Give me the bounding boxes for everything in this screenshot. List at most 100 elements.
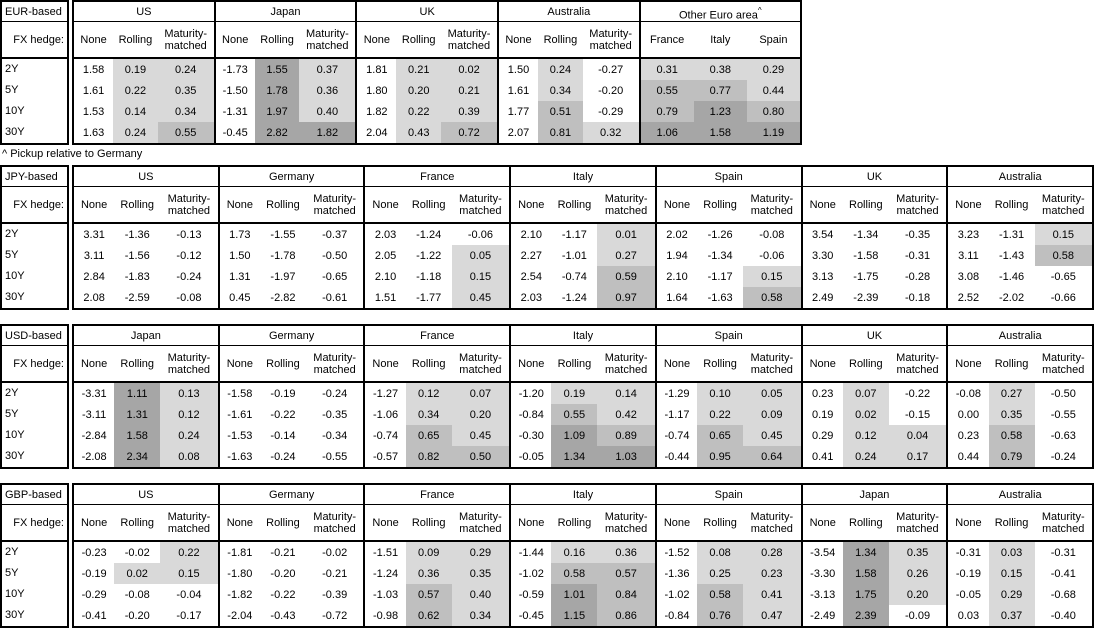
table-row: 0.23 0.07 -0.22 xyxy=(803,383,947,404)
value-cell: -0.06 xyxy=(759,249,785,262)
country-header: Spain xyxy=(656,485,801,505)
value-cell: 0.02 xyxy=(441,59,497,80)
value-cell: 0.38 xyxy=(693,59,747,80)
tenor-label: 5Y xyxy=(5,408,19,420)
value-cell: -0.45 xyxy=(518,609,544,622)
value-cell: -0.65 xyxy=(322,270,348,283)
value-cell: -1.58 xyxy=(227,387,253,400)
value-cell: -0.20 xyxy=(598,84,624,97)
column-header: None xyxy=(80,33,107,46)
value-cell: 0.15 xyxy=(1034,224,1093,245)
value-cell: -1.77 xyxy=(416,291,442,304)
table-row: -0.45 1.15 0.86 xyxy=(511,605,655,626)
column-header: Rolling xyxy=(266,516,300,529)
column-header: Rolling xyxy=(120,357,155,370)
column-header-row: None Rolling Maturity-matched xyxy=(219,505,364,542)
table-row: -2.49 2.39 -0.09 xyxy=(803,605,947,626)
value-cell: 0.09 xyxy=(743,404,801,425)
country-header: US xyxy=(74,167,218,187)
footnote: ^ Pickup relative to Germany xyxy=(2,148,143,160)
table-row: 1.80 0.20 0.21 xyxy=(357,80,497,101)
value-cell: -2.49 xyxy=(810,609,836,622)
value-cell: 1.77 xyxy=(507,105,530,118)
value-cell: 0.03 xyxy=(957,609,980,622)
value-cell: 0.24 xyxy=(160,425,218,446)
value-cell: 0.34 xyxy=(405,404,452,425)
column-header: Rolling xyxy=(849,198,883,211)
value-cell: -0.19 xyxy=(270,387,296,400)
column-header: None xyxy=(226,357,253,370)
column-header-row: None Rolling Maturity-matched xyxy=(802,346,947,383)
value-cell: 0.82 xyxy=(405,446,452,467)
value-cell: 0.05 xyxy=(743,383,801,404)
value-cell: 2.03 xyxy=(520,291,542,304)
value-cell: 0.65 xyxy=(697,425,744,446)
country-header: Italy xyxy=(511,326,655,346)
column-header-row: None Rolling Maturity-matched xyxy=(498,22,639,59)
value-cell: 2.04 xyxy=(366,126,388,139)
value-cell: -0.40 xyxy=(1050,609,1076,622)
column-header: None xyxy=(518,357,545,370)
value-cell: 0.80 xyxy=(746,101,800,122)
value-cell: -1.78 xyxy=(270,249,296,262)
value-cell: 0.57 xyxy=(405,584,452,605)
table-row: 1.73 -1.55 -0.37 xyxy=(220,224,364,245)
column-header: Maturity-matched xyxy=(1041,510,1085,535)
value-cell: 0.19 xyxy=(551,383,598,404)
value-cell: -1.61 xyxy=(227,408,253,421)
value-cell: 2.10 xyxy=(374,270,397,283)
value-cell: 0.86 xyxy=(597,605,655,626)
country-header: Germany xyxy=(219,167,364,187)
value-cell: 0.14 xyxy=(113,101,158,122)
country-header: France xyxy=(365,485,510,505)
value-cell: 0.23 xyxy=(743,563,801,584)
value-cell: -2.82 xyxy=(270,291,296,304)
value-cell: 1.58 xyxy=(82,63,105,76)
country-header: Germany xyxy=(219,485,364,505)
column-header: Rolling xyxy=(849,516,883,529)
value-cell: 3.13 xyxy=(812,270,834,283)
column-header: Spain xyxy=(759,33,788,46)
table-row: -0.74 0.65 0.45 xyxy=(365,425,510,446)
block-australia: Australia None Rolling Maturity-matched -0.3… xyxy=(946,483,1094,628)
value-cell: 0.41 xyxy=(743,584,801,605)
table-row: 0.00 0.35 -0.55 xyxy=(948,404,1092,425)
value-cell: -0.14 xyxy=(270,429,296,442)
table-row: 1.51 -1.77 0.45 xyxy=(365,287,510,308)
value-cell: 1.82 xyxy=(366,105,388,118)
country-header: France xyxy=(365,326,510,346)
value-cell: -1.36 xyxy=(124,228,150,241)
value-cell: -1.73 xyxy=(222,63,248,76)
table-row: -0.57 0.82 0.50 xyxy=(365,446,510,467)
country-header: Other Euro area^ xyxy=(640,2,800,22)
table-usd-based: USD-based FX hedge: 2Y 5Y 10Y 30Y Japan None Rol… xyxy=(0,324,1094,469)
value-cell: -0.72 xyxy=(322,609,348,622)
value-cell: 0.58 xyxy=(697,584,744,605)
value-cell: -0.50 xyxy=(1050,387,1076,400)
table-row: 1.06 1.58 1.19 xyxy=(640,122,800,143)
value-cell: 1.80 xyxy=(366,84,388,97)
column-header: Maturity-matched xyxy=(313,192,357,217)
column-header-row: None Rolling Maturity-matched xyxy=(948,346,1093,383)
tenor-label: 5Y xyxy=(5,249,19,261)
base-currency-label: EUR-based xyxy=(2,2,67,22)
value-cell: 1.75 xyxy=(842,584,889,605)
value-cell: -0.23 xyxy=(81,546,107,559)
table-row: -0.84 0.55 0.42 xyxy=(511,404,655,425)
fx-hedge-label: FX hedge: xyxy=(2,22,67,59)
value-cell: -1.97 xyxy=(270,270,296,283)
value-cell: -0.19 xyxy=(955,567,981,580)
table-row: 3.08 -1.46 -0.65 xyxy=(948,266,1092,287)
value-cell: 1.50 xyxy=(507,63,530,76)
value-cell: -0.31 xyxy=(955,546,981,559)
value-cell: -1.20 xyxy=(518,387,544,400)
table-row: 0.79 1.23 0.80 xyxy=(640,101,800,122)
table-row: -1.20 0.19 0.14 xyxy=(511,383,655,404)
value-cell: 0.59 xyxy=(597,266,655,287)
column-header: Rolling xyxy=(994,357,1029,370)
value-cell: -0.35 xyxy=(905,228,931,241)
value-cell: 0.12 xyxy=(842,425,889,446)
table-row: 2.10 -1.18 0.15 xyxy=(365,266,510,287)
value-cell: 0.65 xyxy=(405,425,452,446)
value-cell: -0.74 xyxy=(561,270,587,283)
